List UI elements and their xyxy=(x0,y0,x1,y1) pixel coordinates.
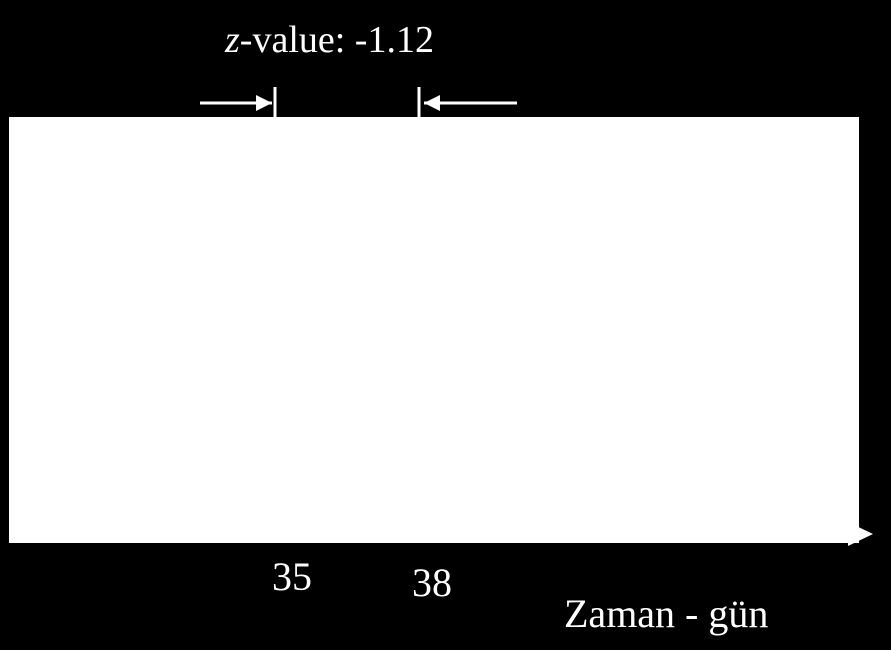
zvalue-annotation: z-value: -1.12 xyxy=(225,18,434,62)
left-arrow-head xyxy=(256,95,272,111)
right-arrow-head xyxy=(424,95,440,111)
diagram-stage: z-value: -1.12 35 38 Zaman - gün xyxy=(0,0,891,650)
zvalue-prefix: z xyxy=(225,19,240,61)
zvalue-suffix: -value: -1.12 xyxy=(240,19,434,61)
axis-arrowhead xyxy=(848,522,873,546)
diagram-svg xyxy=(0,0,891,650)
tick-label-35: 35 xyxy=(272,553,312,600)
tick-label-38: 38 xyxy=(412,559,452,606)
axis-label: Zaman - gün xyxy=(564,590,768,637)
chart-placeholder-rect xyxy=(9,117,859,543)
